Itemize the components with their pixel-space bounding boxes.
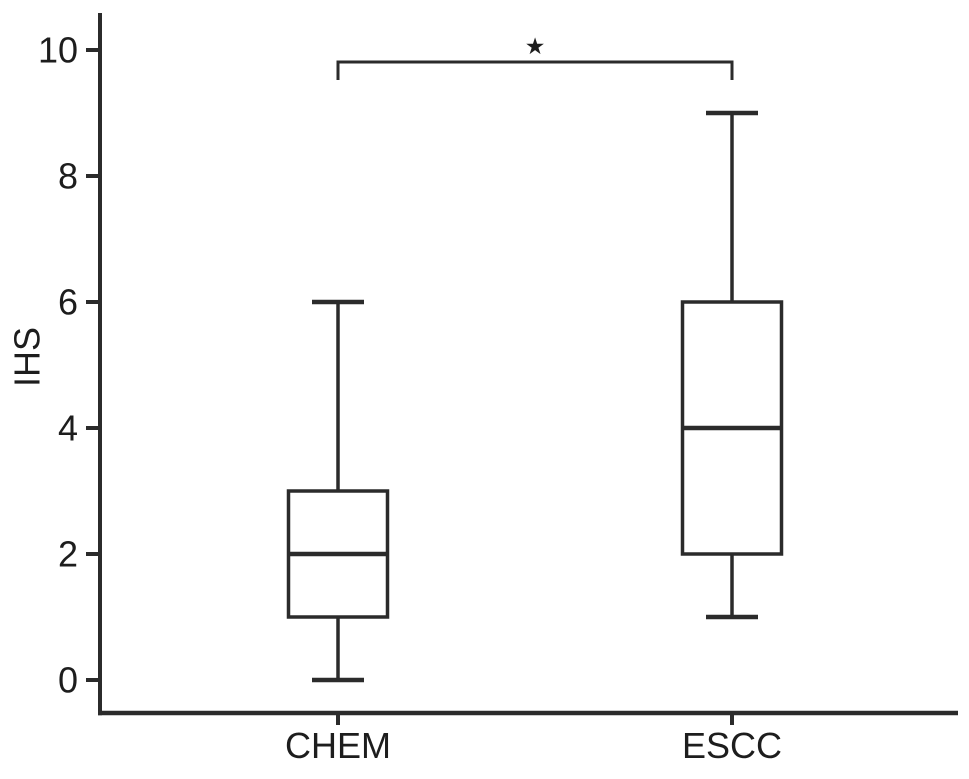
y-tick-label: 0 [58, 660, 78, 701]
y-tick-label: 4 [58, 408, 78, 449]
y-tick-label: 10 [38, 30, 78, 71]
x-category-label: ESCC [682, 725, 782, 766]
y-tick-label: 6 [58, 282, 78, 323]
y-tick-label: 2 [58, 534, 78, 575]
y-tick-label: 8 [58, 156, 78, 197]
y-axis-title: IHS [7, 327, 48, 387]
x-category-label: CHEM [285, 725, 391, 766]
significance-star: ★ [525, 33, 546, 59]
significance-bracket [336, 60, 734, 80]
